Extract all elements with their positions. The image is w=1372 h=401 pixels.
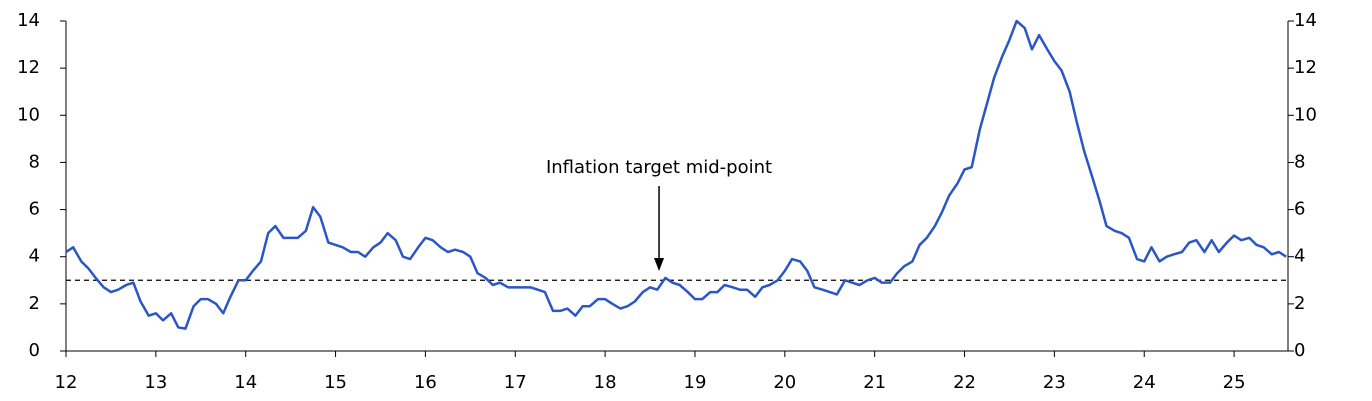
y-tick-label: 8 — [29, 151, 40, 172]
y2-tick-label: 12 — [1294, 57, 1317, 78]
x-tick-label: 20 — [773, 372, 796, 393]
y-tick-label: 4 — [29, 246, 40, 267]
annotation: Inflation target mid-point — [546, 157, 772, 178]
x-tick-label: 15 — [324, 372, 347, 393]
x-tick-label: 18 — [594, 372, 617, 393]
x-tick-label: 22 — [953, 372, 976, 393]
annotation-arrowhead — [654, 258, 665, 271]
x-tick-label: 24 — [1133, 372, 1156, 393]
y2-tick-label: 4 — [1294, 246, 1305, 267]
x-tick-label: 12 — [55, 372, 78, 393]
y-tick-label: 0 — [29, 340, 40, 361]
x-tick-label: 23 — [1043, 372, 1066, 393]
y-tick-label: 6 — [29, 199, 40, 220]
x-tick-label: 14 — [234, 372, 257, 393]
y2-tick-label: 2 — [1294, 293, 1305, 314]
y-tick-label: 10 — [17, 104, 40, 125]
y-tick-label: 2 — [29, 293, 40, 314]
x-tick-label: 21 — [863, 372, 886, 393]
x-tick-label: 13 — [144, 372, 167, 393]
y2-tick-label: 8 — [1294, 151, 1305, 172]
y-tick-label: 14 — [17, 10, 40, 31]
x-tick-label: 19 — [684, 372, 707, 393]
line-series — [65, 19, 1287, 330]
x-tick-label: 16 — [414, 372, 437, 393]
y2-tick-label: 6 — [1294, 199, 1305, 220]
y2-tick-label: 10 — [1294, 104, 1317, 125]
x-tick-label: 25 — [1223, 372, 1246, 393]
y-tick-label: 12 — [17, 57, 40, 78]
y2-tick-label: 0 — [1294, 340, 1305, 361]
y2-tick-label: 14 — [1294, 10, 1317, 31]
x-tick-label: 17 — [504, 372, 527, 393]
